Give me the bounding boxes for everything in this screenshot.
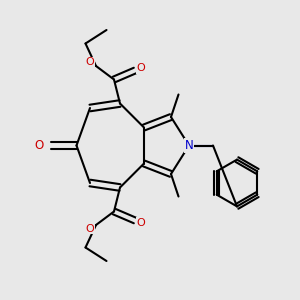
Text: O: O	[85, 224, 94, 234]
Text: O: O	[136, 63, 146, 74]
Text: O: O	[85, 57, 94, 68]
Text: N: N	[184, 139, 194, 152]
Text: O: O	[34, 139, 43, 152]
Text: O: O	[136, 218, 146, 228]
